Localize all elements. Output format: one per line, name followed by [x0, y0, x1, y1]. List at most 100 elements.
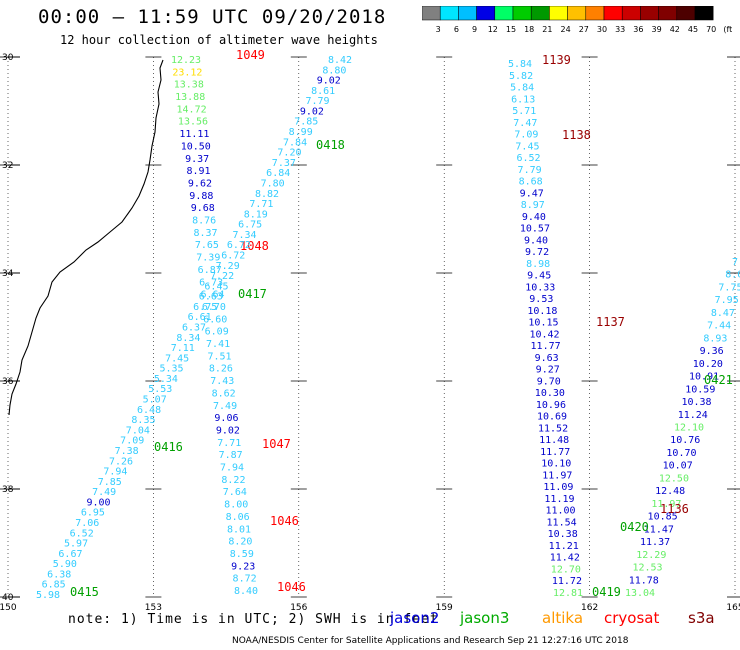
wave-height-reading: 9.23	[231, 561, 255, 572]
wave-height-reading: 11.21	[549, 541, 579, 552]
satellite-altika: altika	[542, 609, 584, 627]
wave-height-reading: 10.91	[689, 372, 719, 383]
colorbar-swatch	[694, 6, 714, 21]
wave-height-reading: 7.37	[272, 158, 296, 169]
wave-height-reading: 8.20	[228, 537, 252, 548]
wave-height-reading: 10.20	[693, 359, 723, 370]
pass-time-label: 0418	[316, 138, 345, 152]
wave-height-reading: 6.09	[205, 327, 229, 338]
pass-time-label: 1136	[660, 502, 689, 516]
map-subtitle: 12 hour collection of altimeter wave hei…	[60, 33, 378, 47]
wave-height-reading: 11.77	[531, 341, 561, 352]
wave-height-reading: 11.19	[544, 494, 574, 505]
wave-height-reading: 5.90	[53, 559, 77, 570]
wave-height-reading: 6.37	[182, 323, 206, 334]
wave-height-reading: 11.52	[538, 423, 568, 434]
wave-height-reading: 7.04	[126, 425, 150, 436]
wave-height-reading: 10.85	[648, 512, 678, 523]
wave-height-reading: 8.68	[519, 177, 543, 188]
wave-height-reading: 8.01	[227, 524, 251, 535]
pass-time-label: 0420	[620, 520, 649, 534]
wave-height-reading: 8.80	[322, 65, 346, 76]
wave-height-reading: 7.11	[171, 343, 195, 354]
wave-height-reading: 11.97	[651, 499, 681, 510]
wave-height-reading: 9.45	[527, 271, 551, 282]
wave-height-reading: 7.84	[283, 137, 307, 148]
pass-time-label: 1137	[596, 315, 625, 329]
wave-height-reading: 7.20	[277, 148, 301, 159]
wave-height-reading: 10.42	[529, 329, 559, 340]
wave-height-reading: 7.45	[515, 141, 539, 152]
satellite-jason2: jason2	[390, 609, 440, 627]
wave-height-reading: 12.81	[553, 588, 583, 599]
wave-height-reading: 6.45	[204, 281, 228, 292]
wave-height-reading: 8.34	[176, 333, 200, 344]
wave-height-reading: 11.24	[678, 410, 708, 421]
wave-height-reading: 7.47	[513, 118, 537, 129]
pass-time-label: 0421	[704, 373, 733, 387]
wave-height-reading: 6.63	[199, 292, 223, 303]
track-d: 7.8.07.757.958.477.448.939.3610.2010.911…	[620, 257, 740, 599]
wave-height-reading: 6.52	[70, 528, 94, 539]
colorbar-label: 27	[579, 25, 589, 34]
wave-height-reading: 7.65	[195, 240, 219, 251]
wave-height-reading: 10.38	[548, 529, 578, 540]
wave-height-reading: 7.71	[217, 438, 241, 449]
wave-height-reading: 6.85	[42, 580, 66, 591]
wave-height-reading: 10.70	[666, 448, 696, 459]
colorbar-label: 18	[524, 25, 534, 34]
wave-height-reading: 8.0	[725, 270, 740, 281]
satellite-s3a: s3a	[688, 609, 715, 627]
wave-height-reading: 5.82	[509, 71, 533, 82]
wave-height-reading: 9.53	[529, 294, 553, 305]
wave-height-reading: 7.94	[220, 463, 244, 474]
wave-height-reading: 6.72	[227, 240, 251, 251]
wave-height-reading: 5.84	[508, 59, 532, 70]
pass-time-label: 1138	[562, 128, 591, 142]
wave-height-reading: 7.80	[261, 178, 285, 189]
wave-height-reading: 7.94	[103, 467, 127, 478]
pass-time-label: 0416	[154, 440, 183, 454]
wave-height-reading: 9.63	[535, 353, 559, 364]
wave-height-reading: 8.22	[221, 475, 245, 486]
wave-height-reading: 10.30	[535, 388, 565, 399]
wave-height-reading: 7.09	[514, 130, 538, 141]
wave-height-reading: 8.61	[311, 86, 335, 97]
colorbar-label: 70	[706, 25, 716, 34]
wave-height-reading: 7.49	[92, 487, 116, 498]
wave-height-reading: 7.79	[518, 165, 542, 176]
pass-time-label: 0417	[238, 287, 267, 301]
wave-height-reading: 8.37	[193, 228, 217, 239]
wave-height-reading: 9.00	[86, 497, 110, 508]
wave-height-reading: 8.93	[703, 333, 727, 344]
wave-height-reading: 11.48	[539, 435, 569, 446]
wave-height-reading: 10.18	[527, 306, 557, 317]
colorbar-label: 42	[670, 25, 680, 34]
wave-height-reading: 9.02	[216, 425, 240, 436]
wave-height-reading: 12.50	[659, 473, 689, 484]
lon-label: 153	[145, 603, 162, 610]
wave-height-reading: 6.60	[203, 314, 227, 325]
wave-height-reading: 10.76	[670, 435, 700, 446]
wave-height-reading: 7.75	[718, 282, 740, 293]
wave-height-reading: 10.69	[537, 412, 567, 423]
wave-height-reading: 6.75	[193, 302, 217, 313]
wave-height-reading: 8.40	[234, 586, 258, 597]
wave-height-reading: 5.34	[154, 374, 178, 385]
wave-height-reading: 9.02	[300, 106, 324, 117]
wave-height-reading: 6.38	[47, 569, 71, 580]
wave-height-reading: 9.62	[188, 178, 212, 189]
altimeter-map: 30323436384015015315615916216512.2323.12…	[0, 48, 740, 610]
wave-height-reading: 7.95	[715, 295, 739, 306]
wave-height-reading: 7.49	[213, 401, 237, 412]
wave-height-reading: 23.12	[172, 67, 202, 78]
pass-time-label: 1046	[270, 514, 299, 528]
wave-height-reading: 6.73	[199, 277, 223, 288]
wave-height-reading: 7.64	[223, 487, 247, 498]
wave-height-reading: 8.42	[328, 55, 352, 66]
map-title: 00:00 – 11:59 UTC 09/20/2018	[38, 6, 387, 28]
wave-height-reading: 7.26	[109, 456, 133, 467]
pass-time-label: 1046	[277, 580, 306, 594]
wave-height-reading: 5.71	[512, 106, 536, 117]
wave-height-reading: 6.13	[511, 94, 535, 105]
